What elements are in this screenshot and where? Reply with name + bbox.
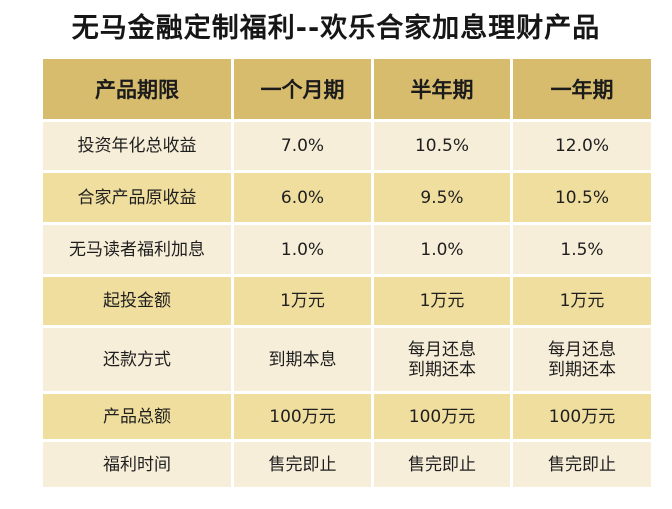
cell-line: 每月还息	[548, 339, 616, 360]
table-cell: 9.5%	[374, 173, 513, 225]
table-cell: 1.5%	[513, 225, 651, 277]
table-cell: 售完即止	[374, 442, 513, 490]
table-cell: 每月还息 到期还本	[513, 328, 651, 394]
table-cell: 100万元	[234, 394, 374, 442]
header-one-year: 一年期	[513, 59, 651, 122]
table-row: 产品总额 100万元 100万元 100万元	[43, 394, 651, 442]
table-cell: 1.0%	[234, 225, 374, 277]
cell-line: 到期还本	[408, 359, 476, 380]
table-cell: 售完即止	[513, 442, 651, 490]
table-cell: 到期本息	[234, 328, 374, 394]
page-title: 无马金融定制福利--欢乐合家加息理财产品	[71, 13, 601, 44]
row-label: 福利时间	[43, 442, 234, 490]
header-term: 产品期限	[43, 59, 234, 122]
table-cell: 售完即止	[234, 442, 374, 490]
row-label: 产品总额	[43, 394, 234, 442]
table-cell: 1万元	[234, 277, 374, 328]
table-cell: 100万元	[513, 394, 651, 442]
table-header-row: 产品期限 一个月期 半年期 一年期	[43, 59, 651, 122]
cell-line: 到期本息	[268, 349, 337, 370]
table-cell: 1.0%	[374, 225, 513, 277]
table-cell: 6.0%	[234, 173, 374, 225]
table-cell: 100万元	[374, 394, 513, 442]
table-cell: 12.0%	[513, 122, 651, 173]
table-row: 无马读者福利加息 1.0% 1.0% 1.5%	[43, 225, 651, 277]
product-table: 产品期限 一个月期 半年期 一年期 投资年化总收益 7.0% 10.5% 12.…	[43, 59, 651, 490]
table-cell: 每月还息 到期还本	[374, 328, 513, 394]
cell-line: 每月还息	[408, 339, 476, 360]
header-half-year: 半年期	[374, 59, 513, 122]
table-cell: 7.0%	[234, 122, 374, 173]
row-label: 投资年化总收益	[43, 122, 234, 173]
table-row: 投资年化总收益 7.0% 10.5% 12.0%	[43, 122, 651, 173]
header-one-month: 一个月期	[234, 59, 374, 122]
row-label: 还款方式	[43, 328, 234, 394]
table-row: 福利时间 售完即止 售完即止 售完即止	[43, 442, 651, 490]
cell-line: 到期还本	[548, 359, 616, 380]
table-row: 合家产品原收益 6.0% 9.5% 10.5%	[43, 173, 651, 225]
table-row: 还款方式 到期本息 每月还息 到期还本 每月还息 到期还本	[43, 328, 651, 394]
row-label: 起投金额	[43, 277, 234, 328]
table-cell: 1万元	[513, 277, 651, 328]
row-label: 合家产品原收益	[43, 173, 234, 225]
row-label: 无马读者福利加息	[43, 225, 234, 277]
table-cell: 1万元	[374, 277, 513, 328]
table-cell: 10.5%	[513, 173, 651, 225]
table-row: 起投金额 1万元 1万元 1万元	[43, 277, 651, 328]
table-cell: 10.5%	[374, 122, 513, 173]
